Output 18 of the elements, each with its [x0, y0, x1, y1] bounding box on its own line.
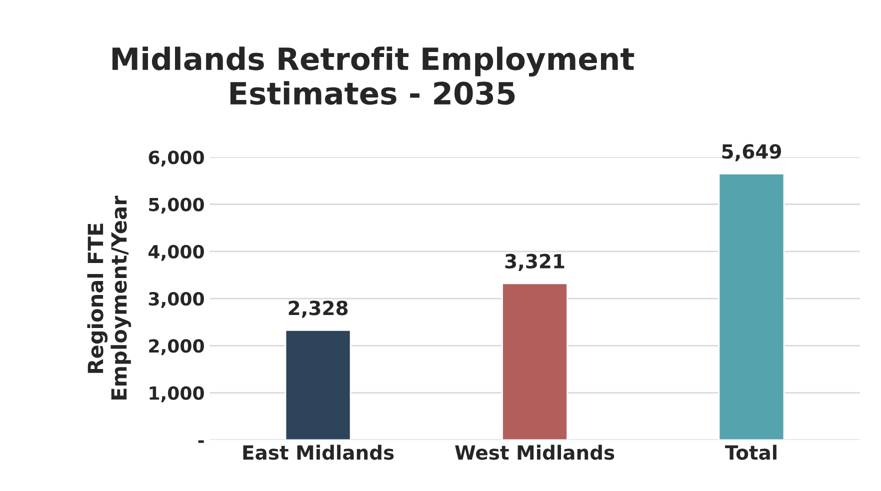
- y-tick-label: 5,000: [149, 198, 204, 214]
- data-label: 5,649: [722, 144, 782, 162]
- x-tick-label: East Midlands: [243, 444, 394, 460]
- chart-title: Midlands Retrofit Employment Estimates - 2035: [112, 46, 634, 105]
- x-tick-label: West Midlands: [455, 444, 614, 460]
- y-tick-label: 2,000: [149, 339, 204, 356]
- y-tick-label: -: [198, 440, 204, 443]
- x-tick-label: Total: [725, 444, 776, 460]
- data-label: 3,321: [505, 254, 564, 272]
- bar: [502, 282, 568, 440]
- data-label: 2,328: [288, 300, 348, 318]
- bar: [718, 172, 785, 440]
- y-tick-label: 4,000: [148, 244, 204, 261]
- bar: [284, 330, 352, 440]
- y-tick-label: 1,000: [150, 386, 204, 402]
- y-tick-label: 3,000: [148, 292, 204, 308]
- y-axis-title: Regional FTE Employment/Year: [87, 196, 132, 400]
- y-tick-label: 6,000: [148, 150, 204, 167]
